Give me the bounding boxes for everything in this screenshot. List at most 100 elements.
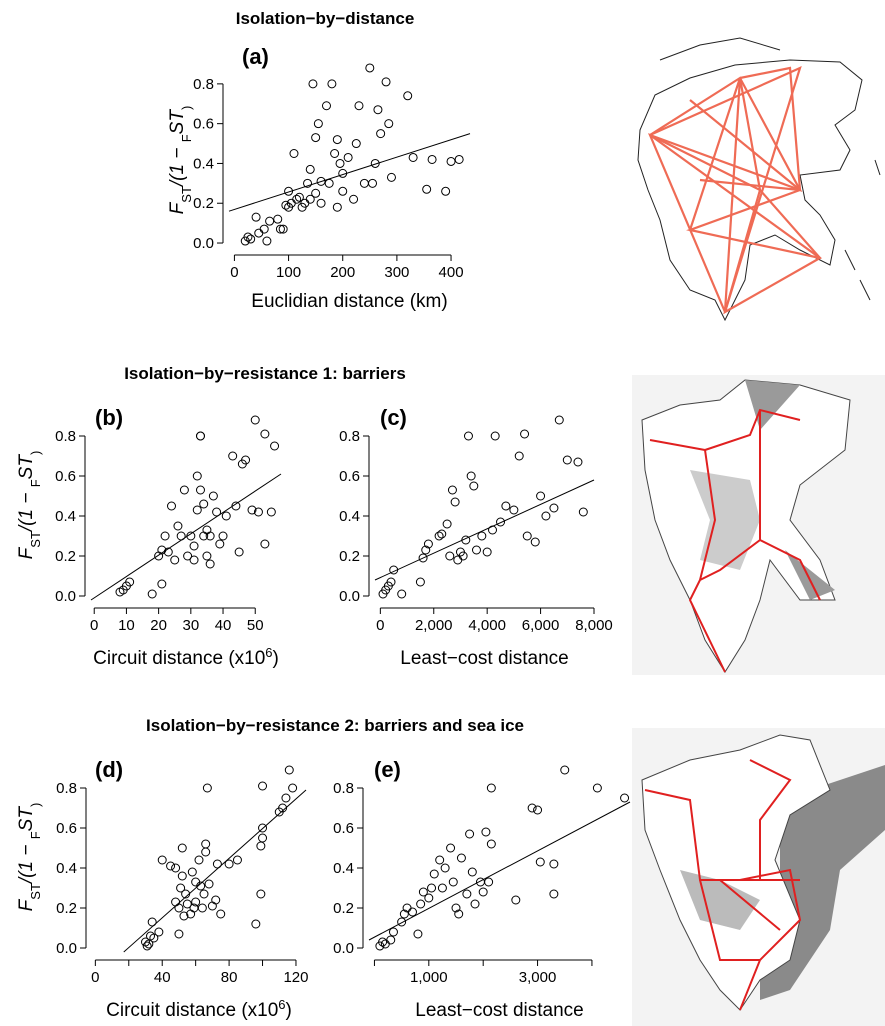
point [425,894,433,902]
x-tick-label: 80 [221,969,238,986]
y-axis-label-part: /(1 − [16,487,37,533]
point [528,804,536,812]
y-tick-label: 0.8 [339,428,360,445]
x-axis-label-part: 6 [278,997,285,1012]
y-tick-label: 0.4 [55,508,76,525]
point [467,472,475,480]
point [521,430,529,438]
fit-line [124,790,306,952]
y-tick-label: 0.2 [55,548,76,565]
point [200,890,208,898]
point [430,870,438,878]
point [274,215,282,223]
point [404,92,412,100]
y-tick-label: 0.0 [339,588,360,605]
point [536,858,544,866]
y-axis-label-part: F [179,134,194,142]
point [217,910,225,918]
y-tick-label: 0.8 [333,780,354,797]
map-sea-ice [632,728,885,1026]
point [385,120,393,128]
x-tick-label: 2,000 [415,617,453,634]
x-axis-label: Least−cost distance [400,648,568,669]
panel-label: (a) [242,44,269,69]
y-axis-label-part: ST [16,806,37,832]
x-axis-label-part: Least−cost distance [415,1000,583,1021]
point [446,552,454,560]
point [455,155,463,163]
y-axis-label-part: ) [179,106,194,110]
x-tick-label: 50 [247,617,264,634]
x-tick-label: 120 [283,969,308,986]
point [451,498,459,506]
point [180,486,188,494]
point [322,102,330,110]
point [200,500,208,508]
x-tick-label: 8,000 [575,617,613,634]
point [198,904,206,912]
point [561,766,569,774]
point [257,842,265,850]
figure: Isolation−by−distance Isolation−by−resis… [0,0,885,1026]
point [344,153,352,161]
map-euclidean [638,38,880,320]
point [438,530,446,538]
point [188,868,196,876]
x-tick-label: 0 [90,617,98,634]
point [175,930,183,938]
point [314,120,322,128]
point [252,920,260,928]
point [190,556,198,564]
point [205,880,213,888]
point [328,80,336,88]
y-tick-label: 0.8 [56,780,77,797]
point [423,185,431,193]
point [190,542,198,550]
point [203,526,211,534]
x-tick-label: 200 [330,264,355,281]
point [457,854,465,862]
point [485,878,493,886]
x-axis-label-part: Euclidian distance (km) [251,291,447,312]
point [219,532,227,540]
y-axis-label: FST/(1 − FST) [16,451,43,560]
x-tick-label: 40 [215,617,232,634]
point [360,179,368,187]
point [192,878,200,886]
point [333,203,341,211]
x-tick-label: 300 [384,264,409,281]
point [282,201,290,209]
x-tick-label: 0 [91,969,99,986]
x-tick-label: 6,000 [522,617,560,634]
x-tick-label: 10 [118,617,135,634]
point [171,556,179,564]
point [487,784,495,792]
point [447,157,455,165]
point [267,508,275,516]
point [167,862,175,870]
point [398,918,406,926]
point [178,844,186,852]
panel-label: (b) [95,405,123,430]
point [206,560,214,568]
point [306,165,314,173]
point [443,520,451,528]
y-axis-label: FST/(1 − FST) [16,803,43,912]
point [472,546,480,554]
point [523,532,531,540]
point [158,856,166,864]
point [261,430,269,438]
point [466,830,474,838]
y-tick-label: 0.4 [339,508,360,525]
point [442,187,450,195]
point [389,928,397,936]
y-axis-label-part: F [28,479,43,487]
x-tick-label: 100 [276,264,301,281]
y-axis-label-part: ) [28,451,43,455]
point [235,548,243,556]
y-axis-label-part: ) [28,803,43,807]
y-axis-label-part: /(1 − [167,142,188,188]
point [271,442,279,450]
panel-label: (d) [95,757,123,782]
y-axis-label-part: F [28,831,43,839]
